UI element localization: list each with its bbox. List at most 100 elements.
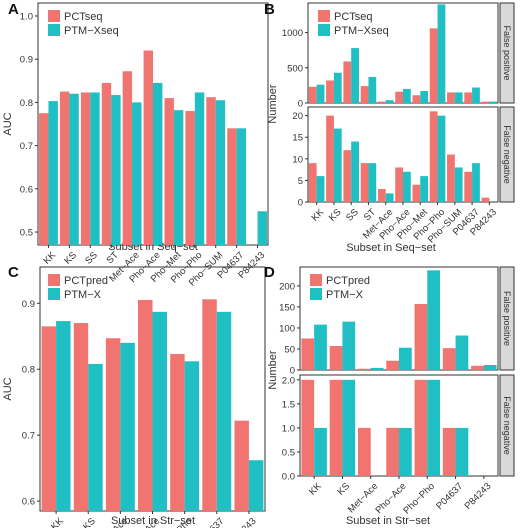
panel-b-facet2-ytick-label: 10	[292, 154, 303, 165]
panel-c-ytick-label: 0.8	[22, 365, 35, 376]
panel-a-ytick-label: 0.7	[20, 141, 33, 152]
facet-strip	[499, 266, 515, 371]
panel-d-facet2-xtick-label: Pho−Pho	[401, 481, 437, 517]
panel-a-ytick-label: 0.5	[20, 228, 33, 239]
panel-a-ytick-label: 0.9	[20, 55, 33, 66]
panel-b-facet2-xtick-label: KS	[327, 207, 344, 224]
panel-d-facet2-bar-a	[414, 379, 428, 476]
panel-c-bar-b	[216, 311, 232, 511]
legend-swatch-a	[48, 274, 60, 286]
panel-b-facet1-bar-a	[447, 92, 455, 103]
panel-label-b: B	[264, 1, 275, 18]
panel-b-facet2-bar-b	[316, 176, 325, 202]
panel-b-facet2-bar-b	[454, 167, 463, 202]
panel-b-facet1-bar-a	[343, 61, 352, 103]
panel-b-facet1-ytick-label: 0	[298, 99, 303, 110]
panel-d-facet1-ytick-label: 200	[279, 281, 295, 292]
panel-b-facet1-ytick-label: 1000	[282, 28, 303, 39]
legend-label: PTM−X	[326, 289, 364, 301]
panel-a-bar-b	[236, 128, 247, 245]
panel-d-facet2-ytick-label: 2.0	[282, 375, 295, 386]
panel-b-facet1-bar-a	[326, 80, 334, 103]
panel-d-facet2-xtick-label: KK	[307, 480, 324, 497]
facet-strip-label: False negative	[502, 125, 512, 184]
panel-b-facet1-bar-b	[368, 76, 377, 103]
panel-b-facet1-bar-a	[377, 101, 386, 103]
panel-d-facet1-bar-b	[399, 347, 412, 370]
panel-b-facet1-bar-b	[437, 4, 446, 103]
panel-a-bar-a	[39, 113, 49, 245]
panel-c-bar-b	[152, 311, 167, 511]
panel-b-facet2-bar-b	[472, 163, 480, 202]
panel-c-ytick-label: 0.9	[22, 299, 35, 310]
panel-b-facet2-xtick-label: KK	[310, 206, 327, 223]
panel-a-ytick-label: 0.6	[20, 184, 33, 195]
panel-b-facet2-bar-b	[420, 176, 429, 202]
panel-b-facet2-bar-b	[333, 128, 342, 202]
legend-label: PCTpred	[64, 275, 108, 287]
panel-a-bar-a	[122, 71, 133, 245]
panel-a-bar-b	[194, 92, 205, 245]
panel-b-facet1-bar-b	[420, 91, 429, 103]
panel-b-facet1-bar-a	[412, 95, 421, 103]
panel-b-facet2-ytick-label: 15	[292, 133, 303, 144]
panel-c-xtick-label: KS	[81, 516, 98, 528]
panel-a-xtick-label: SS	[83, 250, 100, 267]
panel-d-facet1-bar-b	[427, 270, 441, 370]
panel-b-facet2-bar-a	[464, 171, 473, 202]
panel-b-facet1-bar-b	[403, 88, 411, 103]
panel-label-a: A	[8, 1, 19, 18]
panel-b-facet2-bar-a	[481, 197, 490, 202]
panel-d-facet2-ytick-label: 1.0	[282, 423, 295, 434]
panel-a-bar-a	[206, 97, 216, 246]
legend-swatch-a	[310, 274, 322, 286]
panel-d-facet1-ytick-label: 150	[279, 302, 295, 313]
panel-d-facet1-bar-a	[386, 360, 399, 370]
panel-d-facet1-bar-b	[483, 364, 497, 370]
legend-label: PCTseq	[334, 11, 373, 23]
panel-a-xtick-label: KK	[41, 249, 58, 266]
panel-d-facet2-ytick-label: 0.0	[282, 472, 295, 483]
panel-b-facet1-bar-a	[360, 86, 369, 103]
panel-c-xtick-label: KK	[49, 515, 66, 528]
panel-b-facet1-bar-a	[464, 92, 473, 103]
panel-d-facet1-bar-a	[357, 368, 371, 370]
panel-label-d: D	[264, 264, 275, 281]
panel-b-facet2-bar-a	[395, 167, 403, 202]
panel-b-facet2-bar-b	[351, 141, 359, 202]
panel-b-facet2-bar-b	[368, 163, 377, 202]
legend-swatch-a	[48, 10, 60, 22]
panel-a-bar-a	[80, 92, 91, 245]
panel-b-facet2-bar-a	[412, 184, 421, 202]
panel-d-facet1-bar-b	[455, 335, 469, 370]
panel-b-facet2-bar-a	[326, 115, 334, 202]
facet-strip	[499, 2, 515, 104]
legend-label: PTM−X	[64, 289, 102, 301]
panel-a-bar-b	[48, 101, 58, 245]
panel-c-bar-a	[234, 420, 249, 511]
panel-d-facet2-bar-a	[301, 379, 315, 476]
panel-c-bar-b	[88, 363, 103, 511]
panel-d-facet2-bar-a	[357, 427, 371, 476]
panel-b-facet1-bar-a	[429, 28, 438, 104]
panel-a-bar-a	[101, 82, 112, 245]
panel-a-bar-b	[111, 95, 121, 245]
panel-b-facet2-bar-a	[447, 154, 455, 202]
legend-label: PTM−Xseq	[64, 25, 119, 37]
y-axis-title: Number	[267, 350, 279, 389]
panel-b-facet1-bar-b	[333, 72, 342, 103]
panel-a-bar-b	[173, 110, 184, 245]
panel-b-facet2-bar-b	[385, 193, 394, 202]
legend-label: PCTseq	[64, 11, 103, 23]
panel-a-bar-b	[132, 102, 142, 245]
panel-c-bar-a	[105, 338, 121, 511]
panel-b-facet1-bar-b	[472, 87, 480, 103]
panel-d-facet2-ytick-label: 1.5	[282, 399, 295, 410]
y-axis-title: Number	[267, 84, 279, 123]
panel-b-facet2-bar-a	[429, 111, 438, 202]
panel-c-xtick-label: P04637	[195, 516, 226, 528]
facet-strip-label: False positive	[502, 25, 512, 80]
panel-c-bar-a	[73, 323, 89, 511]
panel-b-facet2-bar-a	[308, 163, 317, 202]
panel-c-bar-a	[138, 299, 153, 511]
